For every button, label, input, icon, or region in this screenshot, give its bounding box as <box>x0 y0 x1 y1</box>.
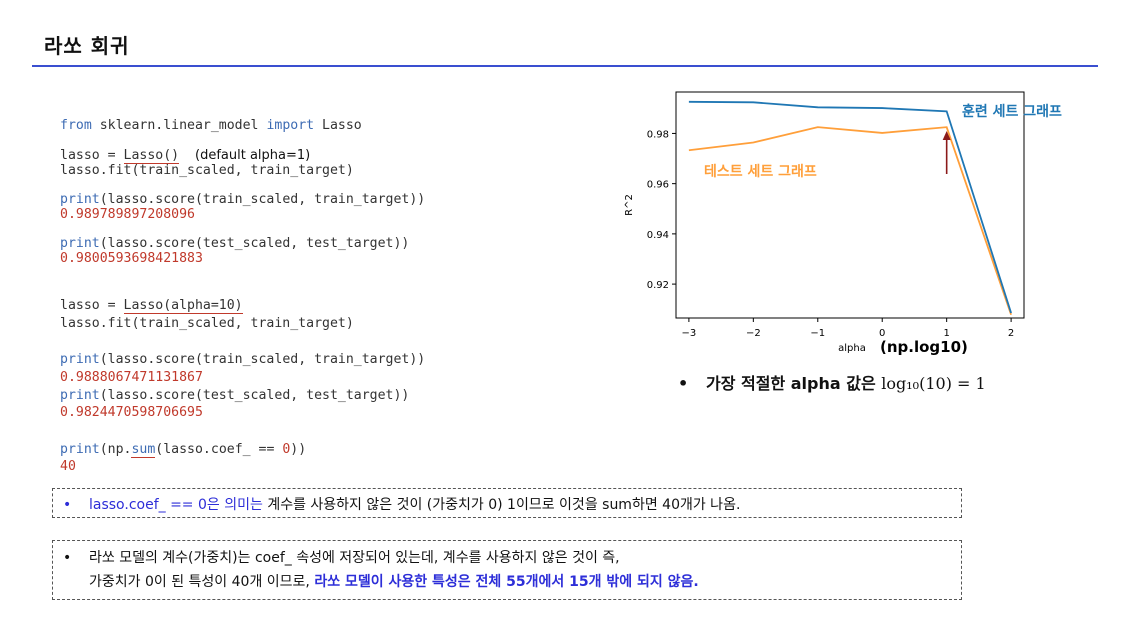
x-tick-label: 0 <box>879 328 885 339</box>
legend-train: 훈련 세트 그래프 <box>962 103 1062 120</box>
note-text: 라쏘 모델의 계수(가중치)는 coef_ 속성에 저장되어 있는데, 계수를 … <box>89 550 620 566</box>
note-line: • 라쏘 모델의 계수(가중치)는 coef_ 속성에 저장되어 있는데, 계수를… <box>63 546 961 570</box>
code-line-print-sum: print(np.sum(lasso.coef_ == 0)) <box>60 442 306 458</box>
bullet-dot: • <box>678 374 689 393</box>
x-tick-label: 1 <box>943 328 949 339</box>
code-line-lasso-default: lasso = Lasso() (default alpha=1) <box>60 148 310 164</box>
sum-call: sum <box>131 442 156 458</box>
arrow-head-icon <box>942 131 951 140</box>
y-tick-label: 0.92 <box>647 280 669 291</box>
highlight-text: 라쏘 모델이 사용한 특성은 전체 55개에서 15개 밖에 되지 않음. <box>314 574 699 590</box>
lasso-call: Lasso() <box>123 148 180 164</box>
print-keyword: print <box>60 388 100 403</box>
x-axis-label: alpha <box>838 343 866 354</box>
keyword: import <box>266 118 315 133</box>
note-box-coef: • lasso.coef_ == 0은 의미는 계수를 사용하지 않은 것이 (가… <box>52 488 962 518</box>
series-line <box>688 126 1012 316</box>
alpha-formula: log₁₀(10) = 1 <box>881 374 986 393</box>
code-line-print-test: print(lasso.score(test_scaled, test_targ… <box>60 236 409 252</box>
code-text: (lasso.score(train_scaled, train_target)… <box>99 352 426 367</box>
print-keyword: print <box>60 236 100 251</box>
code-line-print-train: print(lasso.score(train_scaled, train_ta… <box>60 352 425 368</box>
page-title: 라쏘 회귀 <box>44 34 130 58</box>
note-line: 가중치가 0이 된 특성이 40개 이므로, 라쏘 모델이 사용한 특성은 전체… <box>63 570 961 594</box>
alpha-text: 가장 적절한 alpha 값은 <box>706 374 876 393</box>
code-text: (lasso.score(train_scaled, train_target)… <box>99 192 426 207</box>
output-test-score: 0.9800593698421883 <box>60 251 203 266</box>
note-box-summary: • 라쏘 모델의 계수(가중치)는 coef_ 속성에 저장되어 있는데, 계수를… <box>52 540 962 600</box>
x-axis-note: (np.log10) <box>880 338 968 356</box>
code-text: (np. <box>99 442 132 457</box>
bullet-dot: • <box>63 497 72 513</box>
alpha-bullet: • 가장 적절한 alpha 값은 log₁₀(10) = 1 <box>678 370 986 394</box>
code-text: (lasso.score(test_scaled, test_target)) <box>99 236 410 251</box>
plot-frame <box>675 91 1025 319</box>
output-test-score: 0.9824470598706695 <box>60 405 203 420</box>
title-divider <box>32 65 1098 67</box>
code-text: lasso = <box>60 298 124 313</box>
y-tick-label: 0.98 <box>647 129 669 140</box>
code-line-import: from sklearn.linear_model import Lasso <box>60 118 362 134</box>
note-text: 계수를 사용하지 않은 것이 (가중치가 0) 1이므로 이것을 sum하면 4… <box>262 497 741 513</box>
x-tick-label: −1 <box>810 328 825 339</box>
r2-alpha-chart: −3 −2 −1 0 1 2 0.92 0.94 0.96 0.98 R^2 alpha (np.log… <box>624 91 1062 356</box>
code-line-print-train: print(lasso.score(train_scaled, train_ta… <box>60 192 425 208</box>
print-keyword: print <box>60 192 100 207</box>
code-line-print-test: print(lasso.score(test_scaled, test_targ… <box>60 388 409 404</box>
print-keyword: print <box>60 442 100 457</box>
code-text: (lasso.score(test_scaled, test_target)) <box>99 388 410 403</box>
zero-literal: 0 <box>282 442 291 457</box>
output-train-score: 0.9888067471131867 <box>60 370 203 385</box>
inline-note: (default alpha=1) <box>195 148 311 163</box>
code-text: (lasso.coef_ == <box>155 442 283 457</box>
legend-test: 테스트 세트 그래프 <box>704 164 817 180</box>
keyword: from <box>60 118 92 133</box>
output-train-score: 0.989789897208096 <box>60 207 195 222</box>
print-keyword: print <box>60 352 100 367</box>
series-line <box>688 100 1012 314</box>
code-text: sklearn.linear_model <box>91 118 267 133</box>
code-line-lasso-alpha10: lasso = Lasso(alpha=10) <box>60 298 243 314</box>
x-tick-label: −3 <box>682 328 697 339</box>
code-text: )) <box>290 442 307 457</box>
highlight-text: lasso.coef_ == 0은 의미는 <box>89 497 263 513</box>
x-tick-label: 2 <box>1008 328 1014 339</box>
code-line-fit: lasso.fit(train_scaled, train_target) <box>60 163 354 178</box>
code-text: lasso = <box>60 148 124 163</box>
y-tick-label: 0.94 <box>647 230 669 241</box>
y-axis-label: R^2 <box>624 194 635 216</box>
code-line-fit: lasso.fit(train_scaled, train_target) <box>60 316 354 331</box>
note-text: 가중치가 0이 된 특성이 40개 이므로, <box>89 574 310 590</box>
y-tick-label: 0.96 <box>647 180 669 191</box>
x-tick-label: −2 <box>746 328 761 339</box>
bullet-dot: • <box>63 550 72 566</box>
lasso-call: Lasso(alpha=10) <box>123 298 243 314</box>
output-count: 40 <box>60 459 76 474</box>
code-text: Lasso <box>314 118 362 133</box>
